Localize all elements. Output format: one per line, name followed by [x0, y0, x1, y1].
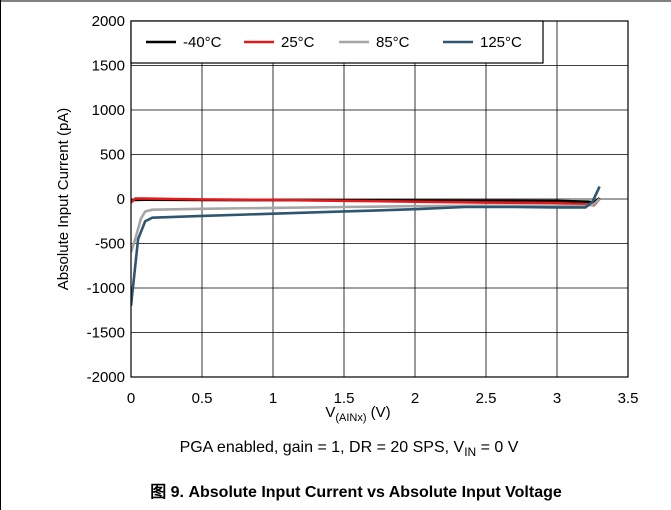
condition-note-suffix: = 0 V — [476, 439, 519, 456]
x-tick-label: 2 — [411, 390, 419, 407]
figure-caption: 图 9. Absolute Input Current vs Absolute … — [150, 483, 562, 501]
y-tick-label: 1000 — [92, 102, 125, 119]
y-axis-title: Absolute Input Current (pA) — [55, 108, 72, 291]
x-axis-title-subscript: (AINx) — [335, 412, 366, 424]
series-line-2 — [131, 197, 601, 207]
y-tick-label: -1000 — [87, 280, 125, 297]
legend: -40°C 25°C 85°C 125°C — [130, 20, 544, 64]
condition-note: PGA enabled, gain = 1, DR = 20 SPS, VIN … — [180, 439, 519, 459]
y-tick-label: 1500 — [92, 58, 125, 75]
x-tick-label: 0 — [127, 390, 135, 407]
x-tick-label: 1.5 — [334, 390, 355, 407]
tick-label-layer: 0 0.5 1 1.5 2 2.5 3 3.5 -2000 -1500 -1000 -500 0 500 1… — [87, 13, 639, 407]
legend-label: 125°C — [480, 34, 522, 51]
y-tick-label: -2000 — [87, 369, 125, 386]
condition-note-subscript: IN — [464, 445, 476, 459]
x-tick-label: 3.5 — [618, 390, 639, 407]
condition-note-main: PGA enabled, gain = 1, DR = 20 SPS, V — [180, 439, 465, 456]
x-tick-label: 2.5 — [476, 390, 497, 407]
x-axis-title-main: V — [325, 404, 335, 421]
y-tick-label: 500 — [100, 147, 125, 164]
y-tick-label: 2000 — [92, 13, 125, 30]
x-tick-label: 0.5 — [192, 390, 213, 407]
legend-label: 25°C — [281, 34, 315, 51]
x-axis-title: V(AINx) (V) — [325, 404, 390, 424]
series-line-4 — [131, 185, 601, 306]
y-tick-label: 0 — [117, 191, 125, 208]
x-tick-label: 1 — [269, 390, 277, 407]
y-tick-label: -500 — [95, 236, 125, 253]
legend-label: -40°C — [183, 34, 222, 51]
legend-label: 85°C — [376, 34, 410, 51]
y-tick-label: -1500 — [87, 325, 125, 342]
series-layer — [131, 185, 601, 306]
series-line-3 — [131, 198, 601, 253]
x-axis-title-unit: (V) — [367, 404, 391, 421]
legend-box — [130, 20, 544, 64]
x-tick-label: 3 — [553, 390, 561, 407]
